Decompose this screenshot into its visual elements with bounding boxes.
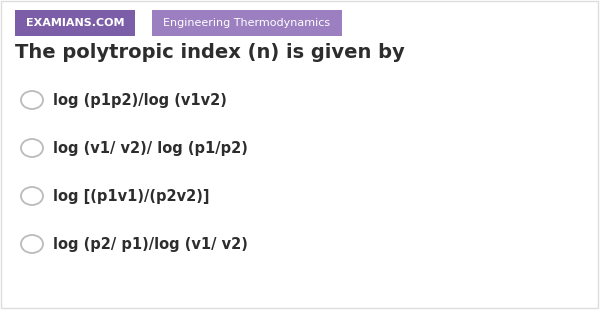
Text: log [(p1v1)/(p2v2)]: log [(p1v1)/(p2v2)] [53, 188, 209, 203]
Ellipse shape [21, 235, 43, 253]
FancyBboxPatch shape [152, 10, 342, 36]
Text: log (p1p2)/log (v1v2): log (p1p2)/log (v1v2) [53, 92, 227, 108]
Text: log (v1/ v2)/ log (p1/p2): log (v1/ v2)/ log (p1/p2) [53, 140, 248, 156]
Ellipse shape [21, 91, 43, 109]
Text: Engineering Thermodynamics: Engineering Thermodynamics [163, 18, 331, 28]
Text: EXAMIANS.COM: EXAMIANS.COM [26, 18, 124, 28]
Text: The polytropic index (n) is given by: The polytropic index (n) is given by [15, 42, 405, 61]
Text: log (p2/ p1)/log (v1/ v2): log (p2/ p1)/log (v1/ v2) [53, 237, 248, 251]
FancyBboxPatch shape [15, 10, 135, 36]
Ellipse shape [21, 139, 43, 157]
Ellipse shape [21, 187, 43, 205]
